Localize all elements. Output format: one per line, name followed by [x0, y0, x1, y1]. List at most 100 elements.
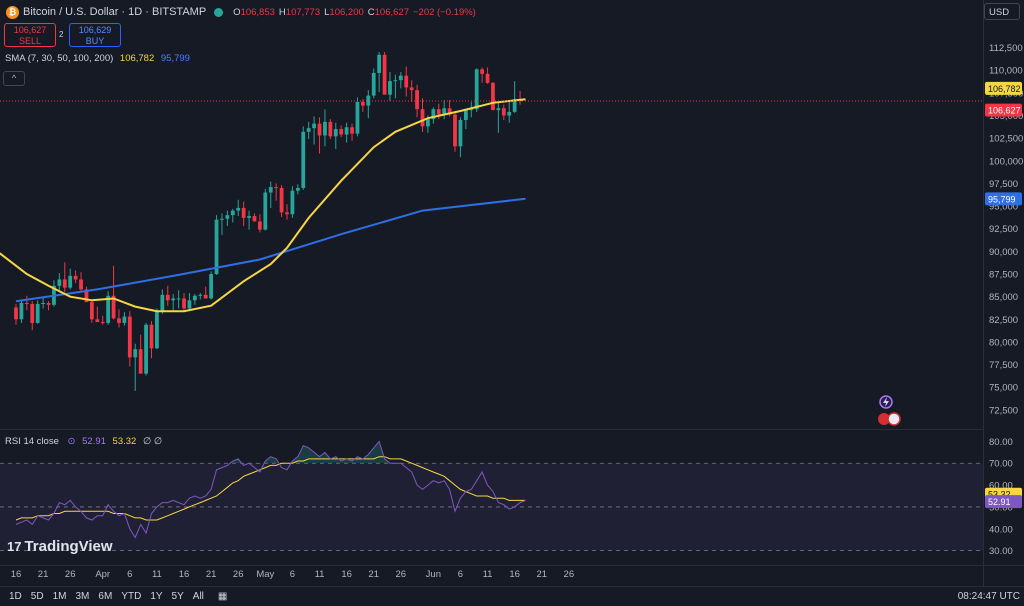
ohlc-key: H — [278, 6, 286, 18]
price-tick-label: 92,500 — [989, 224, 1018, 235]
candle-body — [122, 316, 127, 323]
timeframe-1m[interactable]: 1M — [52, 590, 67, 602]
candle-body — [360, 101, 365, 106]
timeframe-1y[interactable]: 1Y — [150, 590, 163, 602]
price-tick-label: 82,500 — [989, 315, 1018, 326]
symbol-header: ₿ Bitcoin / U.S. Dollar · 1D · BITSTAMP … — [0, 0, 480, 24]
candle-body — [46, 303, 51, 305]
sma-fast-badge: 106,782 — [988, 84, 1021, 94]
sell-label: SELL — [18, 36, 42, 46]
candle-body — [431, 109, 436, 120]
timeframe-all[interactable]: All — [192, 590, 204, 602]
rsi-ma-line — [15, 456, 526, 521]
spread-value: 2 — [59, 30, 64, 39]
rsi-legend[interactable]: RSI 14 close ⊙ 52.91 53.32 ∅ ∅ — [5, 436, 162, 447]
candle-body — [469, 109, 474, 111]
candle-body — [420, 109, 425, 127]
price-tick-label: 97,500 — [989, 179, 1018, 190]
candle-body — [501, 108, 506, 116]
candle-body — [214, 219, 219, 275]
timeframe-6m[interactable]: 6M — [98, 590, 113, 602]
event-markers — [878, 395, 901, 426]
candle-body — [160, 294, 165, 313]
candle-body — [333, 129, 338, 137]
sma-slow-badge-bg — [985, 192, 1022, 206]
candle-body — [84, 289, 89, 303]
date-range-icon[interactable]: ▦ — [217, 590, 228, 602]
market-open-icon — [214, 7, 224, 17]
candle-body — [317, 123, 322, 136]
candle-body — [480, 69, 485, 74]
candle-body — [133, 349, 138, 358]
time-tick-label: May — [256, 569, 274, 580]
candle-body — [14, 307, 18, 320]
candle-body — [100, 322, 105, 324]
rsi-settings-icon[interactable]: ⊙ — [67, 436, 76, 447]
sell-price: 106,627 — [13, 25, 47, 35]
time-tick-label: 16 — [509, 569, 520, 580]
us-flag-event-icon-2 — [887, 412, 901, 426]
sma-slow-line — [15, 197, 526, 303]
candle-body — [371, 72, 376, 96]
candle-body — [453, 114, 457, 147]
candle-body — [312, 123, 316, 129]
rsi-value-badge: 52.91 — [988, 497, 1011, 507]
candle-body — [252, 216, 257, 222]
rsi-value-badge-bg — [985, 495, 1022, 509]
timeframe-3m[interactable]: 3M — [75, 590, 90, 602]
timeframe-1d[interactable]: 1D — [9, 590, 22, 602]
time-tick-label: 21 — [206, 569, 217, 580]
candle-body — [230, 210, 235, 216]
price-axis[interactable]: 112,500110,000107,500105,000102,500100,0… — [985, 43, 1023, 416]
utc-clock[interactable]: 08:24:47 UTC — [957, 591, 1020, 602]
time-tick-label: Apr — [95, 569, 110, 580]
candle-body — [263, 192, 268, 230]
candle-body — [474, 69, 479, 110]
candle-body — [106, 295, 111, 323]
ohlc-key: C — [367, 6, 375, 18]
time-tick-label: 21 — [368, 569, 379, 580]
candle-body — [404, 75, 409, 88]
last-price-badge-bg — [985, 103, 1022, 117]
sma-legend[interactable]: SMA (7, 30, 50, 100, 200) 106,782 95,799 — [5, 53, 190, 64]
candle-body — [274, 187, 279, 189]
buy-button[interactable]: 106,629 BUY — [69, 23, 121, 47]
currency-select[interactable]: USD — [984, 3, 1020, 20]
tradingview-logo[interactable]: 17 TradingView — [7, 538, 113, 555]
time-tick-label: 6 — [290, 569, 295, 580]
candle-body — [127, 316, 132, 358]
price-tick-label: 85,000 — [989, 292, 1018, 303]
tradingview-logo-text: TradingView — [24, 538, 113, 555]
candle-body — [290, 190, 295, 215]
price-tick-label: 80,000 — [989, 337, 1018, 348]
price-tick-label: 90,000 — [989, 247, 1018, 258]
timeframe-bar: 1D 5D 1M 3M 6M YTD 1Y 5Y All ▦ — [0, 586, 227, 606]
candle-body — [30, 303, 35, 323]
candle-body — [62, 279, 67, 288]
buy-price: 106,629 — [78, 25, 112, 35]
symbol-title[interactable]: Bitcoin / U.S. Dollar · 1D · BITSTAMP — [23, 6, 207, 18]
candle-body — [225, 215, 230, 219]
price-tick-label: 112,500 — [989, 43, 1023, 54]
timeframe-5y[interactable]: 5Y — [171, 590, 184, 602]
candle-body — [192, 295, 197, 301]
candle-body — [285, 212, 289, 215]
sell-button[interactable]: 106,627 SELL — [4, 23, 56, 47]
candle-body — [463, 109, 468, 121]
candle-body — [436, 109, 441, 115]
candle-body — [241, 207, 246, 218]
candle-body — [203, 294, 208, 299]
timeframe-5d[interactable]: 5D — [30, 590, 44, 602]
rsi-tick-label: 80.00 — [989, 437, 1013, 448]
rsi-tick-label: 70.00 — [989, 459, 1013, 470]
sma-slow-value: 95,799 — [160, 53, 190, 64]
candle-body — [496, 108, 501, 111]
timeframe-ytd[interactable]: YTD — [121, 590, 142, 602]
time-tick-label: 16 — [179, 569, 190, 580]
collapse-legend-button[interactable]: ^ — [3, 71, 25, 86]
ohlc-value: 106,853 — [240, 6, 275, 18]
time-axis[interactable]: 16 21 26 Apr 6 11 16 21 26 May 6 11 16 21 26 Jun 6 11 16 21… — [11, 569, 574, 580]
candle-body — [57, 279, 62, 286]
candle-body — [328, 121, 333, 137]
